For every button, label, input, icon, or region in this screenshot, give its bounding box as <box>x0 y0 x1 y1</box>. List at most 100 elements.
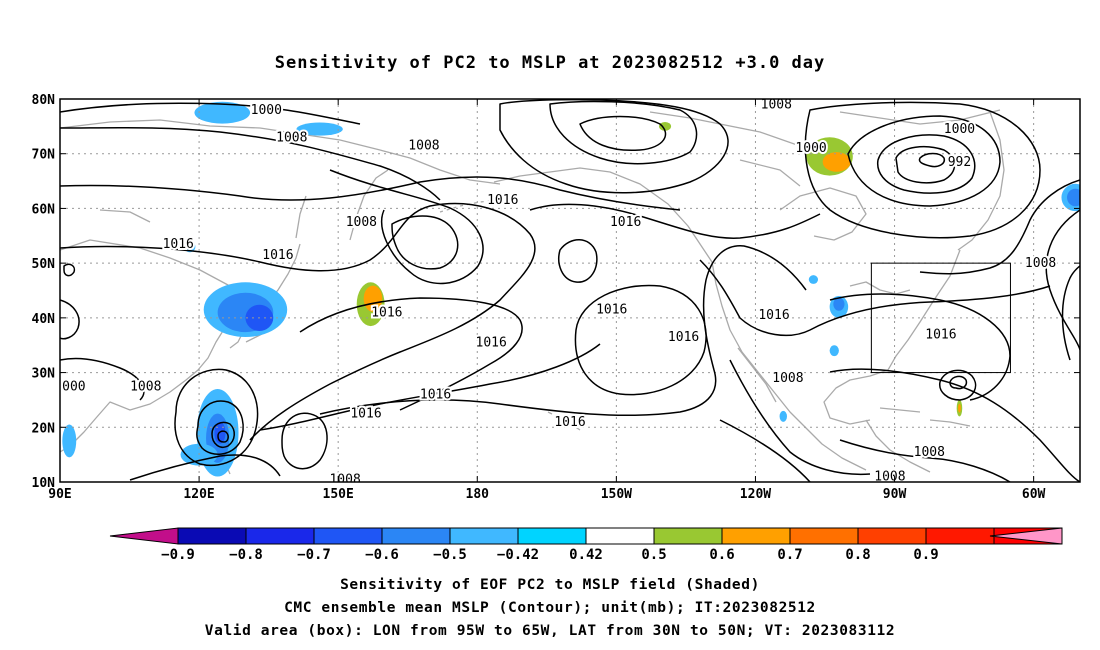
caption-line-2: CMC ensemble mean MSLP (Contour); unit(m… <box>284 600 816 616</box>
shaded-patch <box>833 297 845 311</box>
colorbar: −0.9 −0.8 −0.7 −0.6 −0.5 −0.42 0.42 0.5 0.6 0.7 0.… <box>109 527 1063 563</box>
shaded-patch <box>808 275 819 284</box>
contour-992-inner <box>895 145 956 184</box>
colorbar-label: 0.42 <box>569 547 603 563</box>
figure-title: Sensitivity of PC2 to MSLP at 2023082512… <box>275 53 826 73</box>
contour-1008-west-cape-low <box>60 299 80 340</box>
contour-label: 1016 <box>163 237 194 252</box>
contour-1016-west-big <box>60 202 536 441</box>
colorbar-swatch <box>721 527 791 545</box>
contour-1000-northwest <box>60 102 361 125</box>
contour-label: 1016 <box>668 330 699 345</box>
contour-label: 1016 <box>420 387 451 402</box>
contour-labels: 1000 1008 1008 1000 1000 992 1008 1016 1016 1008 1… <box>60 97 1058 487</box>
contour-label: 1008 <box>761 97 792 112</box>
colorbar-label: −0.6 <box>365 547 399 563</box>
coastline-hudson-bay <box>779 187 867 241</box>
colorbar-swatch <box>177 527 247 545</box>
colorbar-label: −0.42 <box>497 547 539 563</box>
contour-label: 1000 <box>251 103 282 118</box>
coastline-sakhalin-kamchatka <box>295 169 389 241</box>
colorbar-swatch <box>925 527 995 545</box>
valid-area-box <box>870 262 1011 374</box>
colorbar-label: −0.8 <box>229 547 263 563</box>
contour-label: 000 <box>62 379 85 394</box>
colorbar-swatch <box>585 527 655 545</box>
contour-label: 1016 <box>596 303 627 318</box>
coastline-baja <box>737 347 777 403</box>
contour-1008-east <box>919 179 1080 275</box>
lon-label: 150W <box>601 487 632 502</box>
contour-984-typhoon-core <box>217 430 229 443</box>
colorbar-left-arrow <box>109 527 179 545</box>
coastline-siberia <box>60 119 501 223</box>
mslp-contours <box>60 99 1080 482</box>
coastline-alaska <box>493 167 713 263</box>
lon-label: 180 <box>466 487 490 502</box>
contour-label: 1008 <box>772 371 803 386</box>
coastline-greenland <box>957 111 1005 251</box>
lat-label: 30N <box>32 367 56 382</box>
colorbar-label: 0.5 <box>641 547 666 563</box>
caption-line-3: Valid area (box): LON from 95W to 65W, L… <box>205 623 895 639</box>
contour-label: 1000 <box>944 122 975 137</box>
contour-label: 1008 <box>276 130 307 145</box>
coastline-east-asia <box>60 239 241 453</box>
coastline-great-lakes <box>849 281 911 295</box>
lat-lon-grid <box>60 99 1080 482</box>
contour-label: 1016 <box>350 407 381 422</box>
contour-1016-atlantic <box>829 293 1011 401</box>
colorbar-label: 0.6 <box>709 547 734 563</box>
contour-label: 1016 <box>487 193 518 208</box>
contour-1016-upper <box>60 176 681 211</box>
colorbar-swatch <box>245 527 315 545</box>
contour-1000-typhoon-mid <box>196 400 244 455</box>
colorbar-swatch <box>857 527 927 545</box>
contour-label: 1008 <box>130 379 161 394</box>
contour-992-atlantic-low <box>876 134 976 194</box>
lat-label: 70N <box>32 148 56 163</box>
contour-1016-west-pacific-small <box>281 412 328 470</box>
shaded-patch <box>659 121 672 131</box>
shaded-patch <box>296 122 343 136</box>
shaded-patch <box>363 285 383 312</box>
contour-992-typhoon-inner <box>211 421 235 448</box>
contour-1016-sub-center <box>558 239 598 283</box>
contour-1008-west-cape <box>60 357 145 401</box>
contour-1008-caribbean <box>829 368 1080 482</box>
contour-label: 1016 <box>758 308 789 323</box>
coastline-hawaii <box>547 411 581 431</box>
contour-1016-west-small-loop <box>63 263 76 277</box>
shaded-sensitivity <box>62 101 1080 477</box>
contour-1008-polar-low <box>549 100 698 165</box>
lat-label: 60N <box>32 202 56 217</box>
coastline-gulf-mexico <box>823 369 889 425</box>
coastline-arctic-canada <box>649 109 1001 187</box>
caption-line-1: Sensitivity of EOF PC2 to MSLP field (Sh… <box>340 577 760 593</box>
contour-label: 1008 <box>914 445 945 460</box>
contour-label: 1016 <box>262 248 293 263</box>
contour-1008-greenland-ring <box>804 101 1041 239</box>
contour-1016-center-high <box>574 284 707 396</box>
shaded-patch <box>829 345 839 357</box>
shaded-patch <box>958 403 961 413</box>
lon-label: 90E <box>48 487 71 502</box>
contour-label: 1008 <box>329 472 360 487</box>
contour-1008-typhoon-south <box>129 454 281 481</box>
shaded-patch <box>1067 188 1080 207</box>
lat-label: 80N <box>32 93 56 108</box>
lat-label: 40N <box>32 312 56 327</box>
captions: Sensitivity of EOF PC2 to MSLP field (Sh… <box>205 577 895 639</box>
map-panel: 1000100810081000100099210081016101610081… <box>32 93 1081 502</box>
map-frame <box>59 98 1081 483</box>
colorbar-label: 0.9 <box>913 547 938 563</box>
coastline-east-us <box>887 249 961 371</box>
contour-1000-atlantic-low <box>847 115 1001 207</box>
contour-label: 1008 <box>346 215 377 230</box>
contour-1008-northwest <box>60 126 441 201</box>
contour-1008-typhoon-outer <box>174 368 259 466</box>
contour-1008-aleutian-loop <box>329 169 484 285</box>
coastline-north-america-west <box>711 261 867 471</box>
